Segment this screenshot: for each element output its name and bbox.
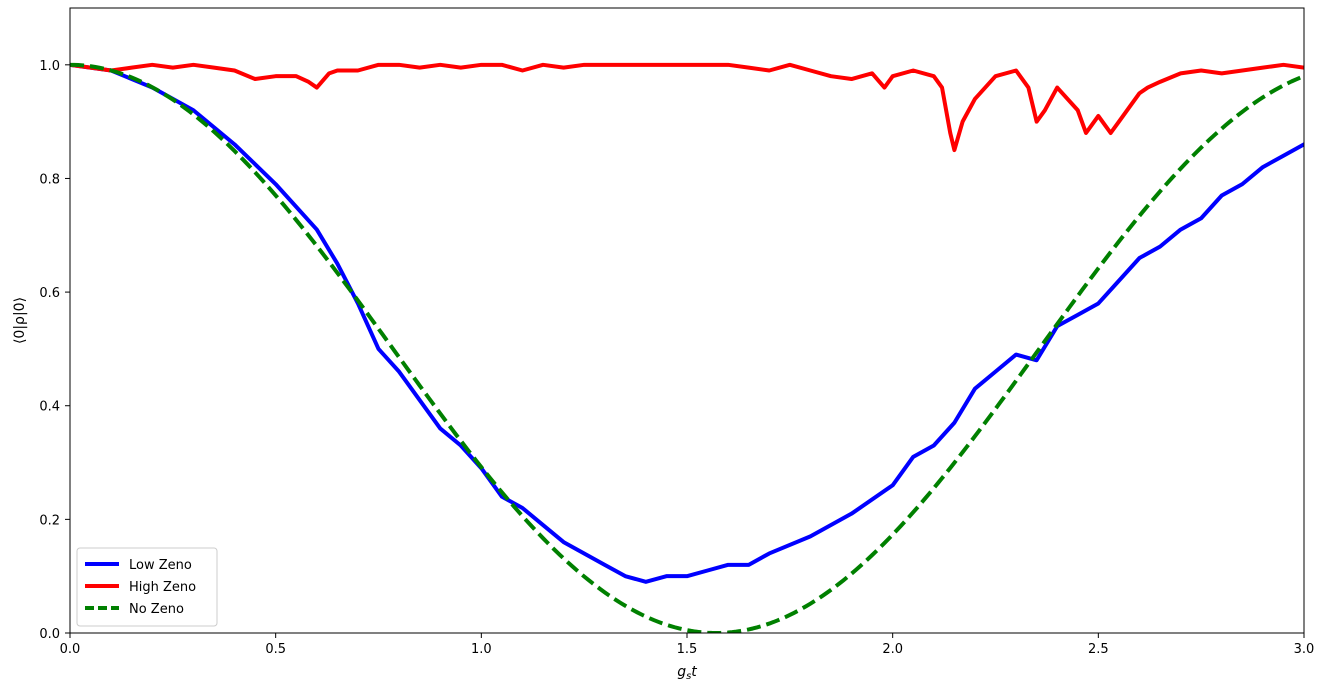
- x-axis-label-main: g: [677, 664, 686, 680]
- series-line-no-zeno: [70, 62, 1304, 633]
- axes: 0.0 0.5 1.0 1.5 2.0 2.5 3.0 0.0 0.2 0.4 0.6 0.8 1.0: [39, 7, 1315, 657]
- y-tick-label: 0.4: [39, 400, 60, 415]
- y-tick-label: 1.0: [39, 59, 60, 74]
- series-line-low-zeno: [70, 62, 1304, 584]
- x-axis-label: gst: [677, 664, 697, 682]
- legend: Low Zeno High Zeno No Zeno: [76, 547, 218, 627]
- x-tick-label: 0.5: [265, 642, 286, 657]
- plot-area: [70, 62, 1304, 633]
- x-axis-label-tail: t: [691, 664, 697, 680]
- x-tick-label: 0.0: [60, 642, 81, 657]
- y-tick-label: 0.8: [39, 172, 60, 187]
- x-tick-label: 2.5: [1088, 642, 1109, 657]
- y-tick-label: 0.0: [39, 627, 60, 642]
- legend-label: No Zeno: [129, 602, 184, 617]
- x-tick-label: 1.5: [677, 642, 698, 657]
- x-tick-label: 2.0: [882, 642, 903, 657]
- plot-frame: [69, 7, 1305, 634]
- y-axis-label: ⟨0|ρ|0⟩: [12, 297, 28, 344]
- series-line-high-zeno: [70, 62, 1304, 153]
- y-tick-label: 0.2: [39, 513, 60, 528]
- x-tick-label: 1.0: [471, 642, 492, 657]
- legend-label: Low Zeno: [129, 558, 192, 573]
- x-axis-label-sub: s: [686, 671, 691, 682]
- x-tick-label: 3.0: [1294, 642, 1315, 657]
- y-tick-label: 0.6: [39, 286, 60, 301]
- legend-label: High Zeno: [129, 580, 196, 595]
